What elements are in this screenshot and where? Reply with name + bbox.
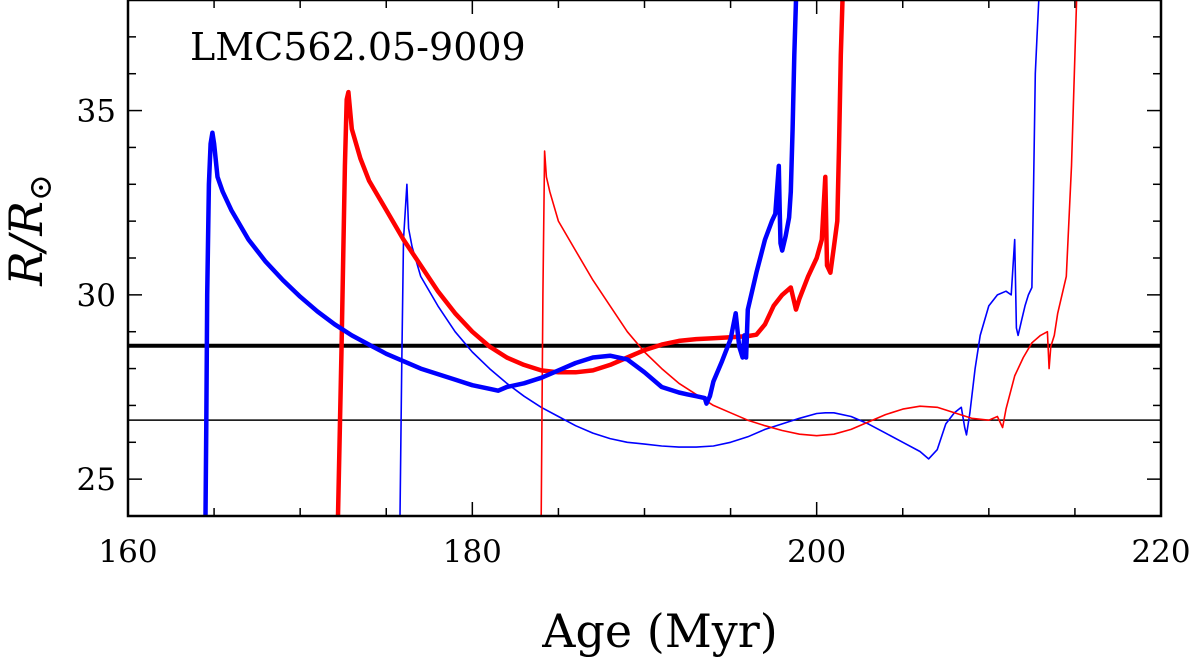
x-axis-title: Age (Myr) bbox=[541, 604, 777, 658]
x-tick-label: 220 bbox=[1131, 534, 1190, 570]
y-axis-title-subscript: ⊙ bbox=[21, 174, 59, 201]
plot-frame bbox=[126, 0, 1163, 518]
series-red-thick bbox=[335, 0, 845, 516]
y-tick-label: 25 bbox=[77, 462, 116, 498]
series-lines bbox=[203, 0, 1078, 516]
x-tick-label: 180 bbox=[443, 534, 502, 570]
y-tick-label: 30 bbox=[77, 278, 116, 314]
y-axis-title: R/R⊙ bbox=[0, 174, 59, 287]
tick-marks bbox=[127, 0, 1162, 517]
series-blue-thin bbox=[399, 0, 1040, 516]
x-tick-label: 200 bbox=[787, 534, 846, 570]
y-axis-title-main: R/R bbox=[0, 201, 53, 287]
annotation-label: LMC562.05-9009 bbox=[190, 25, 526, 69]
series-red-thin bbox=[540, 0, 1078, 516]
svg-text:R/R⊙: R/R⊙ bbox=[0, 174, 59, 287]
x-tick-label: 160 bbox=[98, 534, 157, 570]
series-blue-thick bbox=[203, 0, 799, 516]
y-tick-label: 35 bbox=[77, 94, 116, 130]
tick-labels: 160 180 200 220 25 30 35 bbox=[77, 94, 1191, 570]
